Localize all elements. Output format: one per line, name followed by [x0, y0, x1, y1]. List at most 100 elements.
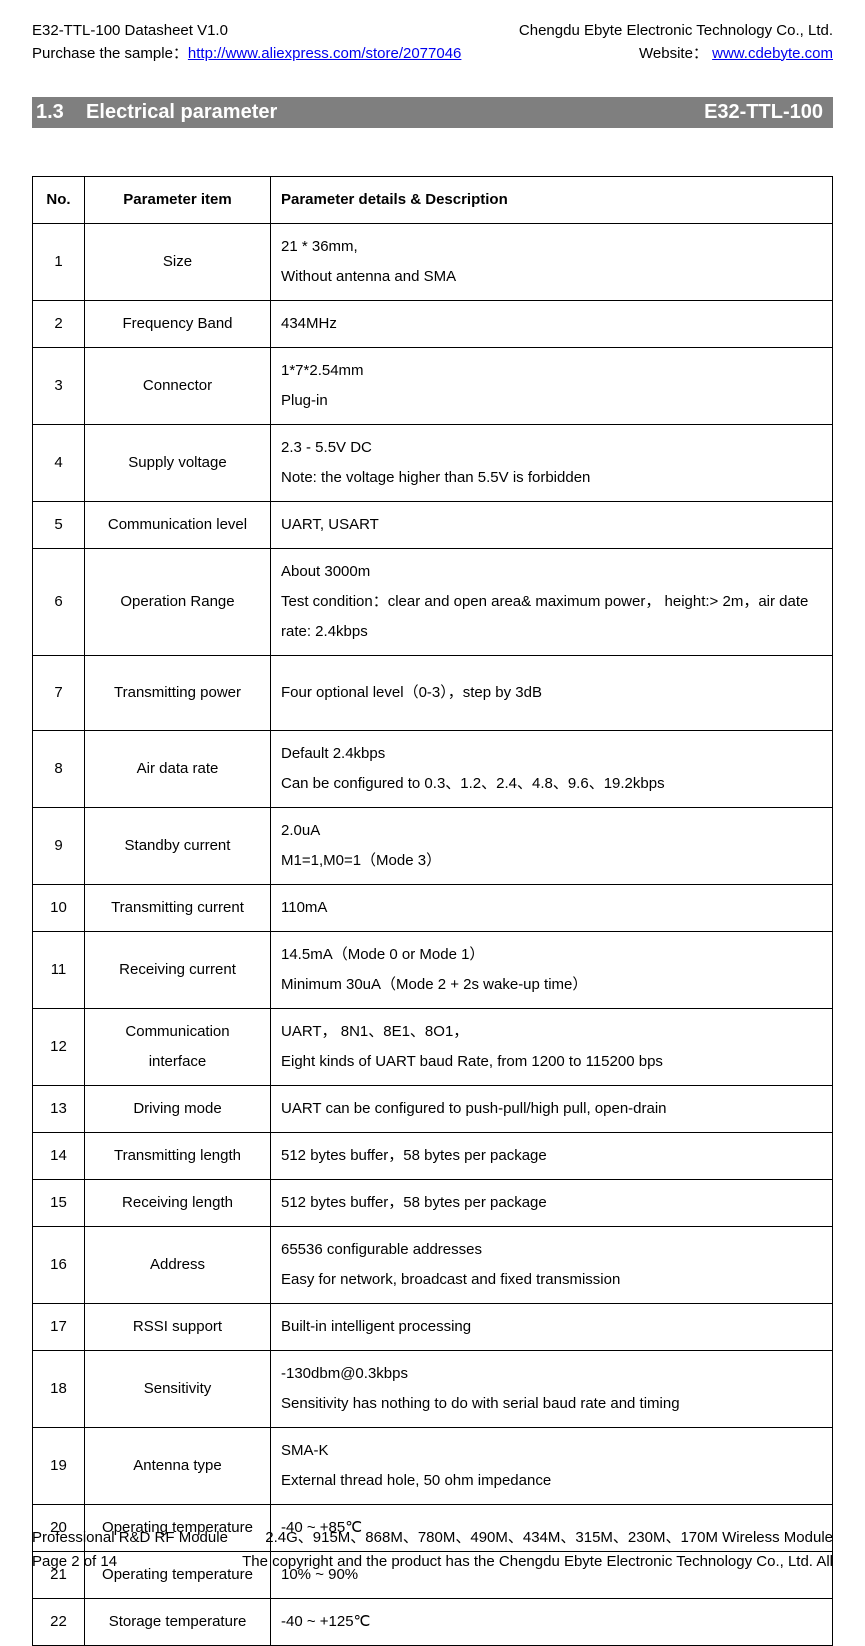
footer-right-1: 2.4G、915M、868M、780M、490M、434M、315M、230M、…	[265, 1526, 833, 1550]
page-footer: Professional R&D RF Module 2.4G、915M、868…	[32, 1526, 833, 1574]
cell-desc: 2.3 - 5.5V DCNote: the voltage higher th…	[271, 425, 833, 502]
cell-item: Sensitivity	[85, 1351, 271, 1428]
cell-no: 14	[33, 1133, 85, 1180]
cell-item: Standby current	[85, 808, 271, 885]
table-row: 12Communication interfaceUART， 8N1、8E1、8…	[33, 1009, 833, 1086]
table-row: 11Receiving current14.5mA（Mode 0 or Mode…	[33, 932, 833, 1009]
cell-no: 17	[33, 1304, 85, 1351]
table-row: 22Storage temperature-40 ~ +125℃	[33, 1599, 833, 1646]
table-header-row: No. Parameter item Parameter details & D…	[33, 177, 833, 224]
cell-desc: 434MHz	[271, 301, 833, 348]
table-row: 17RSSI supportBuilt-in intelligent proce…	[33, 1304, 833, 1351]
cell-desc: SMA-KExternal thread hole, 50 ohm impeda…	[271, 1428, 833, 1505]
cell-desc: 512 bytes buffer，58 bytes per package	[271, 1180, 833, 1227]
table-row: 8Air data rateDefault 2.4kbpsCan be conf…	[33, 731, 833, 808]
col-header-no: No.	[33, 177, 85, 224]
section-banner: 1.3 Electrical parameter E32-TTL-100	[32, 97, 833, 128]
table-row: 4Supply voltage2.3 - 5.5V DCNote: the vo…	[33, 425, 833, 502]
footer-page-current: 2	[71, 1553, 79, 1570]
table-row: 15Receiving length512 bytes buffer，58 by…	[33, 1180, 833, 1227]
table-row: 6Operation RangeAbout 3000mTest conditio…	[33, 549, 833, 656]
cell-desc: Four optional level（0-3），step by 3dB	[271, 656, 833, 731]
cell-desc: -40 ~ +125℃	[271, 1599, 833, 1646]
page-subheader: Purchase the sample：http://www.aliexpres…	[32, 43, 833, 66]
cell-desc: Built-in intelligent processing	[271, 1304, 833, 1351]
header-website: Website： www.cdebyte.com	[639, 43, 833, 66]
website-link[interactable]: www.cdebyte.com	[712, 45, 833, 62]
cell-desc: UART， 8N1、8E1、8O1，Eight kinds of UART ba…	[271, 1009, 833, 1086]
footer-right-2: The copyright and the product has the Ch…	[242, 1550, 833, 1574]
cell-item: Frequency Band	[85, 301, 271, 348]
cell-no: 12	[33, 1009, 85, 1086]
cell-item: Storage temperature	[85, 1599, 271, 1646]
section-title-group: 1.3 Electrical parameter	[36, 101, 277, 124]
header-purchase: Purchase the sample：http://www.aliexpres…	[32, 43, 461, 66]
cell-item: RSSI support	[85, 1304, 271, 1351]
cell-no: 13	[33, 1086, 85, 1133]
table-row: 14Transmitting length512 bytes buffer，58…	[33, 1133, 833, 1180]
footer-row-2: Page 2 of 14 The copyright and the produ…	[32, 1550, 833, 1574]
table-body: 1Size21 * 36mm,Without antenna and SMA2F…	[33, 224, 833, 1646]
cell-item: Transmitting length	[85, 1133, 271, 1180]
cell-item: Transmitting current	[85, 885, 271, 932]
cell-item: Antenna type	[85, 1428, 271, 1505]
section-title: Electrical parameter	[86, 101, 277, 123]
footer-page-of: of	[80, 1553, 101, 1570]
table-row: 1Size21 * 36mm,Without antenna and SMA	[33, 224, 833, 301]
cell-no: 7	[33, 656, 85, 731]
cell-no: 16	[33, 1227, 85, 1304]
section-product: E32-TTL-100	[704, 101, 823, 124]
purchase-link[interactable]: http://www.aliexpress.com/store/2077046	[188, 45, 461, 62]
cell-no: 4	[33, 425, 85, 502]
cell-no: 2	[33, 301, 85, 348]
cell-item: Connector	[85, 348, 271, 425]
cell-no: 18	[33, 1351, 85, 1428]
purchase-label: Purchase the sample：	[32, 45, 188, 62]
table-row: 19Antenna typeSMA-KExternal thread hole,…	[33, 1428, 833, 1505]
cell-desc: 14.5mA（Mode 0 or Mode 1）Minimum 30uA（Mod…	[271, 932, 833, 1009]
cell-item: Operation Range	[85, 549, 271, 656]
cell-no: 9	[33, 808, 85, 885]
cell-desc: Default 2.4kbpsCan be configured to 0.3、…	[271, 731, 833, 808]
table-row: 3Connector1*7*2.54mmPlug-in	[33, 348, 833, 425]
cell-desc: UART can be configured to push-pull/high…	[271, 1086, 833, 1133]
cell-no: 19	[33, 1428, 85, 1505]
table-row: 9Standby current2.0uAM1=1,M0=1（Mode 3）	[33, 808, 833, 885]
cell-no: 1	[33, 224, 85, 301]
cell-item: Receiving current	[85, 932, 271, 1009]
cell-desc: 21 * 36mm,Without antenna and SMA	[271, 224, 833, 301]
footer-page-label: Page	[32, 1553, 71, 1570]
cell-no: 10	[33, 885, 85, 932]
header-company: Chengdu Ebyte Electronic Technology Co.,…	[519, 20, 833, 43]
cell-desc: 512 bytes buffer，58 bytes per package	[271, 1133, 833, 1180]
table-row: 10Transmitting current110mA	[33, 885, 833, 932]
cell-item: Communication interface	[85, 1009, 271, 1086]
cell-desc: About 3000mTest condition：clear and open…	[271, 549, 833, 656]
cell-item: Driving mode	[85, 1086, 271, 1133]
cell-no: 6	[33, 549, 85, 656]
header-doc-title: E32-TTL-100 Datasheet V1.0	[32, 20, 228, 43]
cell-desc: 2.0uAM1=1,M0=1（Mode 3）	[271, 808, 833, 885]
cell-desc: 65536 configurable addressesEasy for net…	[271, 1227, 833, 1304]
section-number: 1.3	[36, 101, 64, 123]
cell-no: 5	[33, 502, 85, 549]
cell-no: 22	[33, 1599, 85, 1646]
cell-item: Address	[85, 1227, 271, 1304]
footer-page-total: 14	[100, 1553, 117, 1570]
electrical-parameter-table: No. Parameter item Parameter details & D…	[32, 176, 833, 1646]
table-row: 16Address65536 configurable addressesEas…	[33, 1227, 833, 1304]
table-row: 7Transmitting powerFour optional level（0…	[33, 656, 833, 731]
cell-item: Size	[85, 224, 271, 301]
cell-desc: 110mA	[271, 885, 833, 932]
cell-item: Receiving length	[85, 1180, 271, 1227]
cell-item: Transmitting power	[85, 656, 271, 731]
cell-desc: 1*7*2.54mmPlug-in	[271, 348, 833, 425]
table-row: 18Sensitivity-130dbm@0.3kbpsSensitivity …	[33, 1351, 833, 1428]
cell-item: Supply voltage	[85, 425, 271, 502]
footer-page-info: Page 2 of 14	[32, 1550, 117, 1574]
table-row: 5Communication levelUART, USART	[33, 502, 833, 549]
website-label: Website：	[639, 45, 712, 62]
footer-left-1: Professional R&D RF Module	[32, 1526, 228, 1550]
cell-item: Air data rate	[85, 731, 271, 808]
col-header-item: Parameter item	[85, 177, 271, 224]
